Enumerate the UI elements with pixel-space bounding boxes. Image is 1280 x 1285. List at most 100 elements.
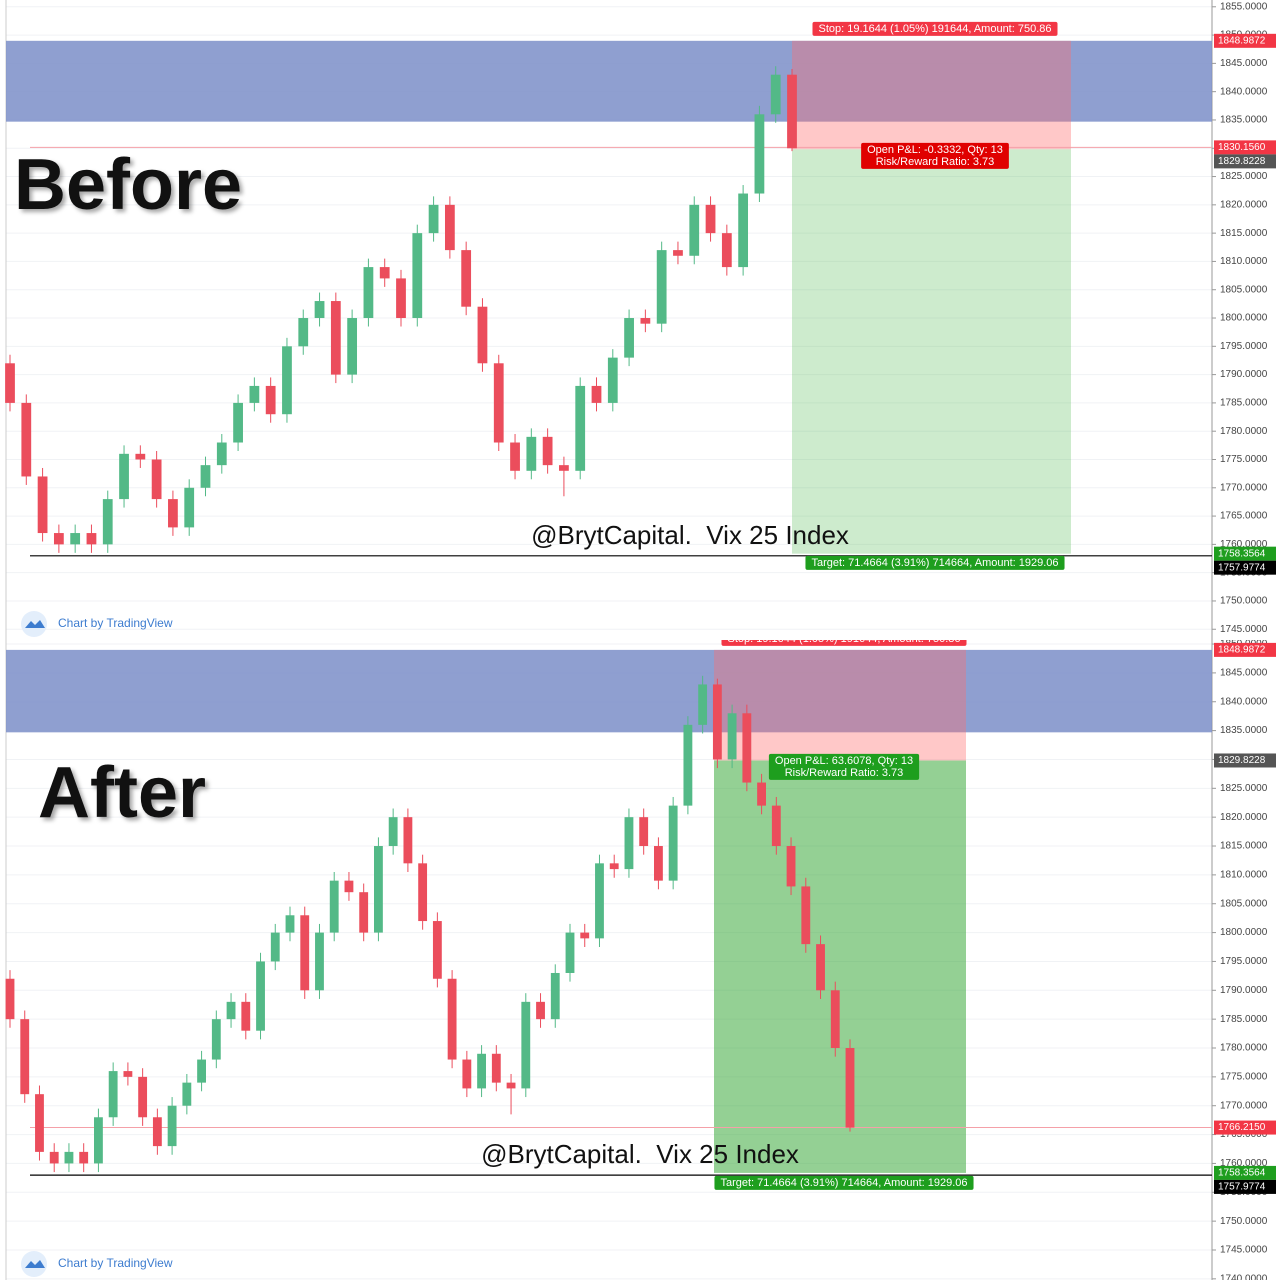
candle-body xyxy=(298,318,309,347)
candle-body xyxy=(683,724,693,806)
candle-body xyxy=(521,1001,531,1089)
candle-body xyxy=(396,278,406,319)
y-tick-label: 1780.0000 xyxy=(1220,426,1268,437)
candle-body xyxy=(403,817,413,864)
candle-body xyxy=(712,684,722,760)
y-tick-label: 1795.0000 xyxy=(1220,341,1268,352)
candle-body xyxy=(79,1151,89,1164)
candle-body xyxy=(432,921,442,979)
candle-body xyxy=(787,74,797,149)
candle-body xyxy=(689,204,700,256)
candle-body xyxy=(477,1053,486,1089)
rr-label: Risk/Reward Ratio: 3.73 xyxy=(785,767,904,779)
candle-body xyxy=(197,1059,206,1083)
price-tag-label: 1830.1560 xyxy=(1218,142,1266,153)
price-tag xyxy=(1214,642,1276,657)
candle-body xyxy=(542,436,553,466)
pnl-label: Open P&L: 63.6078, Qty: 13 xyxy=(775,755,913,767)
candle-body xyxy=(49,1151,59,1164)
target-label-bg xyxy=(714,1175,974,1190)
price-tag xyxy=(1214,33,1276,48)
candle-body xyxy=(461,250,472,307)
candle-body xyxy=(123,1071,133,1077)
y-tick-label: 1775.0000 xyxy=(1220,454,1268,465)
candle-body xyxy=(830,990,840,1049)
y-tick-label: 1825.0000 xyxy=(1220,783,1268,794)
candle-body xyxy=(447,978,457,1060)
candle-body xyxy=(506,1082,516,1089)
candle-body xyxy=(182,1082,192,1106)
candle-body xyxy=(444,204,455,251)
candle-body xyxy=(559,465,569,471)
y-tick-label: 1760.0000 xyxy=(1220,1158,1268,1169)
candle-body xyxy=(418,863,428,922)
y-tick-label: 1845.0000 xyxy=(1220,668,1268,679)
chart-title: Before xyxy=(14,145,242,225)
pnl-bg xyxy=(861,142,1009,169)
candle-body xyxy=(757,782,766,806)
y-tick-label: 1770.0000 xyxy=(1220,482,1268,493)
candle-body xyxy=(108,1071,118,1118)
y-tick-label: 1815.0000 xyxy=(1220,228,1268,239)
candle-body xyxy=(241,1001,251,1031)
candle-body xyxy=(742,713,752,783)
candle-body xyxy=(330,301,341,375)
candle-body xyxy=(580,932,590,939)
candle-body xyxy=(249,385,260,403)
y-tick-label: 1835.0000 xyxy=(1220,115,1268,126)
candle-body xyxy=(152,1117,162,1147)
y-tick-label: 1810.0000 xyxy=(1220,256,1268,267)
candle-body xyxy=(119,453,129,500)
candle-body xyxy=(639,817,649,847)
candle-body xyxy=(379,267,390,279)
candle-body xyxy=(64,1151,74,1164)
candle-body xyxy=(624,318,634,358)
y-tick-label: 1780.0000 xyxy=(1220,1043,1268,1054)
price-tag xyxy=(1214,546,1276,561)
price-tag xyxy=(1214,154,1276,169)
candle-body xyxy=(640,318,651,324)
tv-logo-mark xyxy=(25,1260,45,1268)
candle-body xyxy=(53,533,64,545)
y-tick-label: 1815.0000 xyxy=(1220,841,1268,852)
candle-body xyxy=(705,204,716,234)
y-tick-label: 1765.0000 xyxy=(1220,511,1268,522)
candle-body xyxy=(35,1094,44,1152)
candle-body xyxy=(845,1048,855,1128)
y-tick-label: 1835.0000 xyxy=(1220,725,1268,736)
candle-body xyxy=(94,1117,103,1164)
supply-zone xyxy=(6,649,1212,733)
candle-body xyxy=(591,385,602,403)
candle-body xyxy=(344,880,354,893)
candle-body xyxy=(211,1019,221,1060)
candle-body xyxy=(526,436,537,471)
y-tick-label: 1820.0000 xyxy=(1220,812,1268,823)
y-tick-label: 1745.0000 xyxy=(1220,624,1268,635)
y-tick-label: 1740.0000 xyxy=(1220,1273,1268,1280)
candle-body xyxy=(727,713,737,760)
candle-body xyxy=(135,453,146,460)
candle-body xyxy=(315,932,324,991)
candle-body xyxy=(595,863,604,939)
candle-body xyxy=(256,961,265,1031)
price-tag-label: 1758.3564 xyxy=(1218,1168,1266,1179)
target-label-bg xyxy=(805,555,1065,570)
y-tick-label: 1785.0000 xyxy=(1220,398,1268,409)
candle-body xyxy=(607,357,618,403)
y-tick-label: 1785.0000 xyxy=(1220,1014,1268,1025)
price-tag xyxy=(1214,1179,1276,1194)
candle-body xyxy=(388,817,398,847)
y-tick-label: 1765.0000 xyxy=(1220,1129,1268,1140)
candle-body xyxy=(609,863,619,870)
candle-body xyxy=(770,74,781,115)
y-tick-label: 1810.0000 xyxy=(1220,870,1268,881)
target-label: Target: 71.4664 (3.91%) 714664, Amount: … xyxy=(811,557,1058,569)
y-tick-label: 1760.0000 xyxy=(1220,539,1268,550)
price-tag xyxy=(1214,560,1276,575)
candle-body xyxy=(656,250,667,324)
candle-body xyxy=(86,533,97,545)
candle-body xyxy=(698,684,708,725)
candle-body xyxy=(314,301,325,319)
candle-body xyxy=(270,932,280,962)
